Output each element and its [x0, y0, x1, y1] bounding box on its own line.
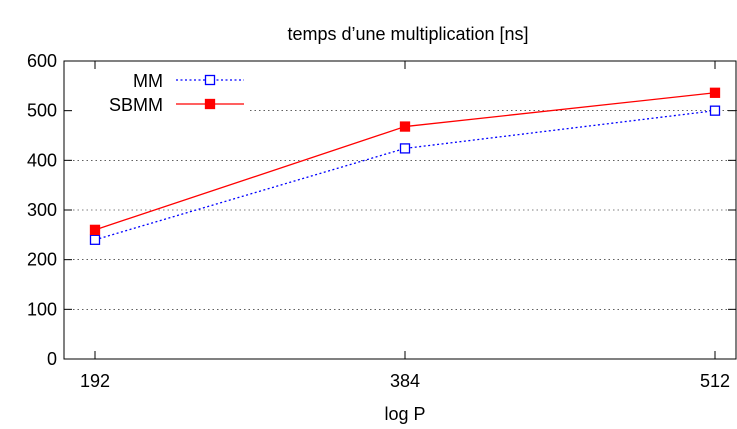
data-point-mm [399, 143, 411, 154]
series-line-sbmm [94, 92, 716, 231]
legend-swatch-marker [204, 74, 216, 86]
plot-frame [63, 60, 737, 360]
y-tick-label: 200 [27, 250, 57, 270]
y-tick-label: 100 [27, 299, 57, 319]
data-point-mm [709, 105, 721, 116]
chart-title: temps d’une multiplication [ns] [287, 24, 528, 44]
y-tick-label: 400 [27, 150, 57, 170]
x-axis-label: log P [384, 404, 425, 424]
x-tick-label: 384 [390, 371, 420, 391]
legend-label: MM [133, 71, 163, 91]
legend-swatch-marker [204, 98, 216, 110]
data-point-sbmm [399, 121, 411, 132]
gridlines [64, 110, 737, 310]
axes: 0 100 200 300 400 500 600 192 384 512 [27, 51, 737, 391]
x-tick-label: 192 [80, 371, 110, 391]
y-tick-label: 0 [47, 349, 57, 369]
series-line-mm [94, 110, 716, 241]
y-tick-label: 600 [27, 51, 57, 71]
y-tick-label: 300 [27, 200, 57, 220]
data-point-sbmm [89, 224, 101, 236]
data-point-mm [89, 234, 101, 245]
x-tick-label: 512 [700, 371, 730, 391]
legend: MM SBMM [109, 71, 244, 115]
data-point-sbmm [709, 87, 721, 98]
legend-label: SBMM [109, 95, 163, 115]
series-group [89, 87, 721, 245]
y-tick-label: 500 [27, 101, 57, 121]
